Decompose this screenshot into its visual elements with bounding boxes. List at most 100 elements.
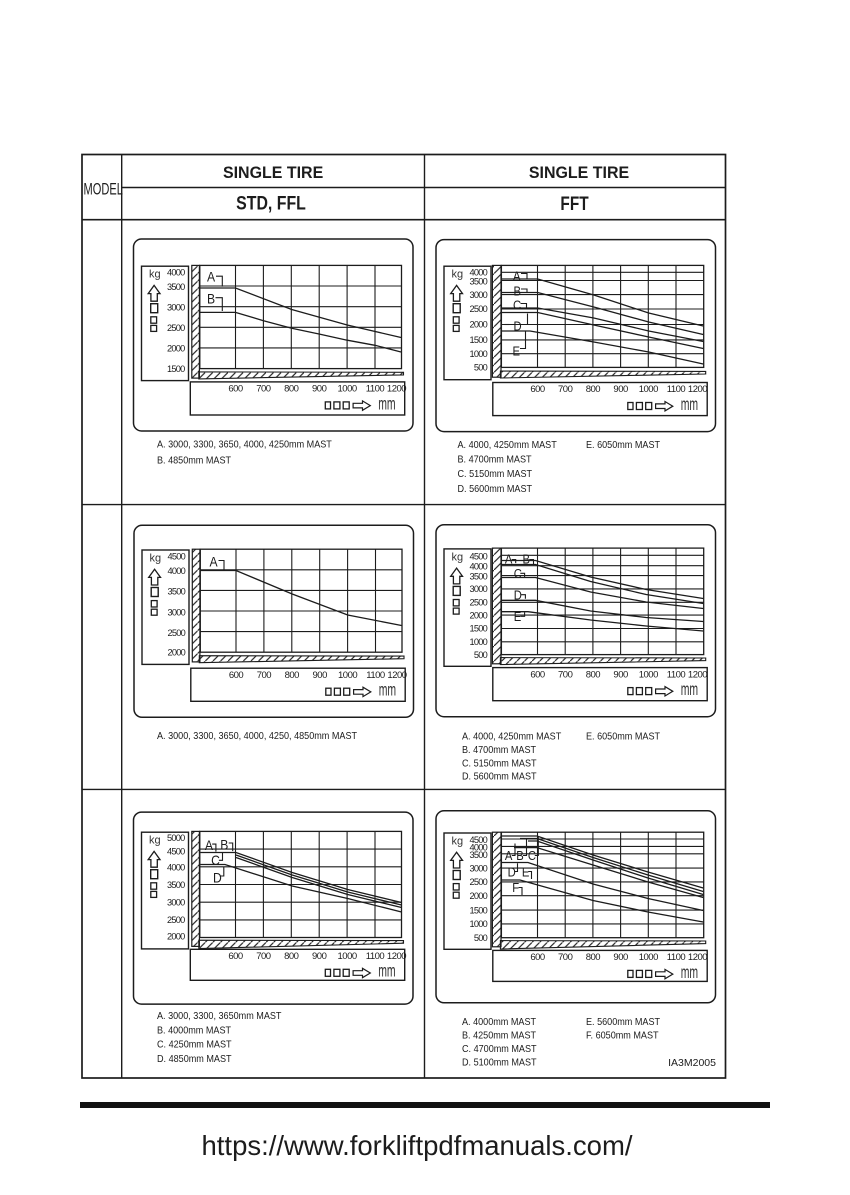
svg-text:kg: kg	[452, 551, 464, 563]
svg-text:2000: 2000	[470, 320, 488, 330]
svg-text:600: 600	[228, 951, 243, 962]
svg-text:D. 5100mm MAST: D. 5100mm MAST	[462, 1057, 537, 1069]
svg-text:mm: mm	[681, 395, 698, 415]
svg-text:4000: 4000	[470, 268, 488, 278]
svg-text:C: C	[513, 298, 522, 313]
svg-text:900: 900	[312, 951, 327, 962]
svg-text:2500: 2500	[470, 304, 488, 314]
svg-text:700: 700	[257, 670, 272, 681]
svg-text:3000: 3000	[167, 898, 185, 908]
svg-text:IA3M2005: IA3M2005	[668, 1057, 716, 1069]
svg-text:A: A	[513, 269, 521, 284]
svg-text:700: 700	[558, 669, 573, 680]
svg-text:B. 4700mm MAST: B. 4700mm MAST	[462, 744, 536, 756]
svg-text:B: B	[220, 837, 228, 853]
svg-text:700: 700	[558, 952, 573, 963]
svg-text:3500: 3500	[167, 880, 185, 890]
svg-text:1500: 1500	[470, 335, 488, 345]
svg-text:STD, FFL: STD, FFL	[236, 192, 306, 214]
svg-text:mm: mm	[681, 963, 698, 983]
svg-text:mm: mm	[681, 680, 698, 700]
svg-text:2000: 2000	[470, 610, 488, 620]
svg-text:A. 4000mm MAST: A. 4000mm MAST	[462, 1017, 536, 1029]
svg-text:4000: 4000	[470, 843, 488, 853]
svg-text:800: 800	[586, 669, 601, 680]
svg-text:B. 4700mm MAST: B. 4700mm MAST	[458, 454, 532, 466]
svg-text:B: B	[514, 284, 522, 299]
svg-text:1100: 1100	[667, 669, 686, 680]
svg-text:2500: 2500	[167, 323, 185, 333]
svg-text:SINGLE TIRE: SINGLE TIRE	[529, 164, 629, 183]
svg-text:3000: 3000	[470, 290, 488, 300]
svg-text:SINGLE TIRE: SINGLE TIRE	[223, 164, 323, 183]
svg-text:1000: 1000	[639, 384, 658, 395]
svg-text:1100: 1100	[366, 951, 385, 962]
svg-text:500: 500	[474, 933, 488, 943]
svg-text:4000: 4000	[167, 863, 185, 873]
svg-text:3000: 3000	[470, 584, 488, 594]
svg-text:1500: 1500	[470, 905, 488, 915]
svg-text:D. 5600mm MAST: D. 5600mm MAST	[458, 483, 533, 495]
svg-text:1000: 1000	[470, 637, 488, 647]
svg-text:800: 800	[285, 670, 300, 681]
svg-text:kg: kg	[452, 269, 464, 281]
svg-text:3000: 3000	[168, 607, 186, 617]
svg-text:C: C	[528, 848, 537, 863]
svg-text:E. 6050mm MAST: E. 6050mm MAST	[586, 440, 660, 452]
svg-text:700: 700	[256, 951, 271, 962]
svg-text:1100: 1100	[366, 384, 385, 395]
svg-text:700: 700	[256, 384, 271, 395]
svg-text:mm: mm	[379, 681, 396, 701]
svg-text:B. 4850mm MAST: B. 4850mm MAST	[157, 455, 231, 467]
svg-text:500: 500	[474, 363, 488, 373]
svg-text:3500: 3500	[168, 587, 186, 597]
svg-text:1200: 1200	[688, 669, 707, 680]
svg-text:1000: 1000	[639, 669, 658, 680]
svg-text:https://www.forkliftpdfmanuals: https://www.forkliftpdfmanuals.com/	[202, 1130, 633, 1161]
svg-text:C: C	[211, 852, 220, 868]
svg-text:800: 800	[586, 384, 601, 395]
svg-text:D: D	[514, 588, 522, 603]
svg-text:kg: kg	[452, 836, 464, 848]
svg-text:1000: 1000	[470, 349, 488, 359]
svg-text:500: 500	[474, 650, 488, 660]
svg-text:1000: 1000	[470, 919, 488, 929]
svg-text:2000: 2000	[168, 648, 186, 658]
svg-text:MODEL: MODEL	[84, 179, 123, 198]
svg-text:kg: kg	[150, 553, 162, 565]
svg-text:1000: 1000	[639, 952, 658, 963]
svg-text:5000: 5000	[167, 833, 185, 843]
svg-text:A. 3000, 3300, 3650, 4000, 425: A. 3000, 3300, 3650, 4000, 4250, 4850mm …	[157, 731, 357, 743]
svg-text:1200: 1200	[688, 384, 707, 395]
svg-text:B: B	[516, 848, 524, 863]
svg-text:B. 4250mm MAST: B. 4250mm MAST	[462, 1030, 536, 1042]
svg-text:mm: mm	[378, 962, 395, 982]
svg-text:B: B	[523, 552, 531, 567]
svg-text:3500: 3500	[470, 850, 488, 860]
svg-text:4500: 4500	[470, 835, 488, 845]
svg-text:3000: 3000	[167, 303, 185, 313]
svg-text:E: E	[522, 865, 530, 880]
svg-text:D. 4850mm MAST: D. 4850mm MAST	[157, 1053, 232, 1065]
svg-text:4500: 4500	[167, 847, 185, 857]
svg-text:1500: 1500	[470, 624, 488, 634]
svg-text:A. 4000, 4250mm MAST: A. 4000, 4250mm MAST	[458, 440, 557, 452]
svg-text:C. 5150mm MAST: C. 5150mm MAST	[462, 758, 537, 770]
svg-text:D. 5600mm MAST: D. 5600mm MAST	[462, 771, 537, 783]
svg-text:A: A	[210, 554, 219, 570]
svg-text:B. 4000mm MAST: B. 4000mm MAST	[157, 1025, 231, 1037]
svg-text:600: 600	[228, 384, 243, 395]
svg-text:900: 900	[613, 669, 628, 680]
svg-text:4000: 4000	[167, 268, 185, 278]
svg-text:A: A	[207, 269, 216, 285]
svg-text:E: E	[514, 609, 522, 624]
svg-text:E. 6050mm MAST: E. 6050mm MAST	[586, 731, 660, 743]
svg-text:800: 800	[284, 951, 299, 962]
svg-text:900: 900	[312, 384, 327, 395]
svg-text:2500: 2500	[470, 598, 488, 608]
svg-text:E: E	[513, 344, 521, 359]
svg-text:C: C	[514, 566, 523, 581]
svg-text:700: 700	[558, 384, 573, 395]
svg-text:A: A	[505, 848, 513, 863]
svg-text:600: 600	[530, 384, 545, 395]
